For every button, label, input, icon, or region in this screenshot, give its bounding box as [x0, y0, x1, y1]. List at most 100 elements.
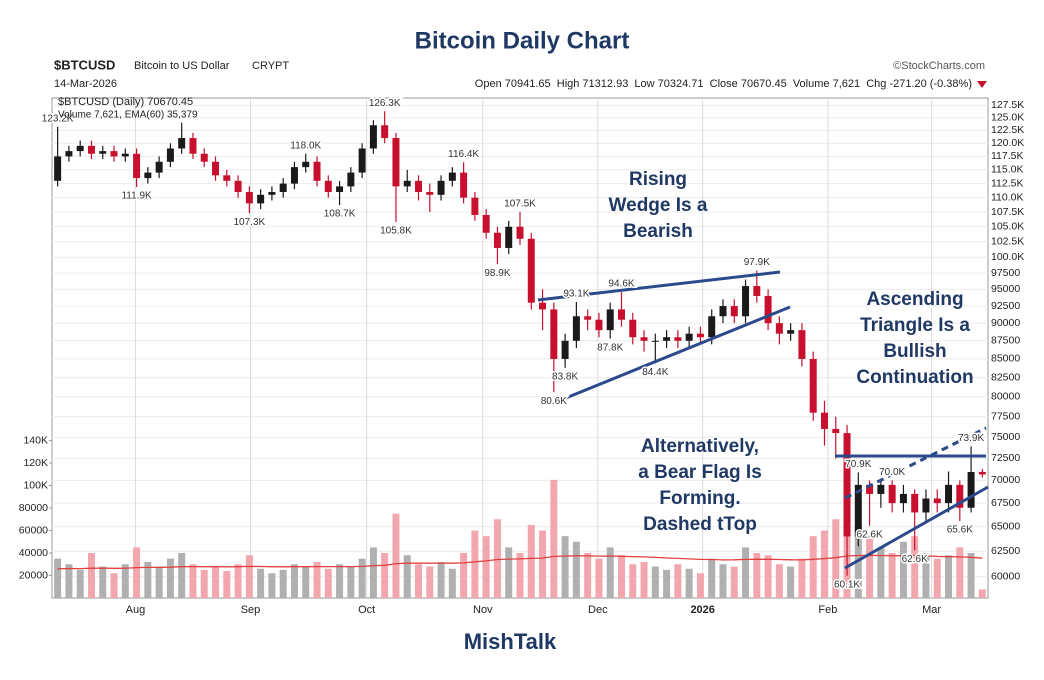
candle-body: [65, 151, 73, 157]
y-tick-label: 115.0K: [991, 164, 1024, 176]
volume-bar: [516, 553, 524, 598]
volume-bar: [674, 564, 682, 598]
y-tick-label: 77500: [991, 410, 1020, 422]
x-tick-label: Feb: [818, 604, 837, 616]
volume-bar: [663, 569, 671, 598]
volume-bar: [933, 558, 941, 598]
candle-body: [617, 309, 625, 320]
y-tick-label: 120.0K: [991, 137, 1024, 149]
low-label: 65.6K: [947, 525, 973, 536]
volume-bar: [561, 536, 569, 598]
volume-tick-label: 80000: [19, 502, 48, 514]
chart-title: Bitcoin Daily Chart: [415, 27, 630, 54]
candle-body: [290, 167, 298, 184]
volume-bar: [121, 564, 129, 598]
volume-bar: [820, 530, 828, 598]
candle-body: [911, 493, 919, 513]
candle-body: [268, 192, 276, 195]
y-tick-label: 110.0K: [991, 191, 1024, 203]
symbol-name: Bitcoin to US Dollar: [134, 60, 230, 72]
volume-bar: [595, 558, 603, 598]
high-label: 93.1K: [563, 289, 589, 300]
low-label: 80.6K: [541, 396, 567, 407]
high-label: 126.3K: [369, 98, 401, 109]
volume-bar: [144, 562, 152, 598]
y-tick-label: 90000: [991, 317, 1020, 329]
candle-body: [76, 145, 84, 152]
x-tick-label: Nov: [473, 604, 493, 616]
volume-bar: [956, 547, 964, 598]
volume-tick-label: 20000: [19, 569, 48, 581]
volume-bar: [257, 568, 265, 598]
x-tick-label: Mar: [922, 604, 941, 616]
candle-body: [539, 302, 547, 310]
volume-bar: [832, 519, 840, 598]
volume-bar: [764, 555, 772, 598]
candle-body: [629, 319, 637, 338]
candle-body: [234, 180, 242, 193]
candle-body: [899, 493, 907, 504]
candle-body: [978, 472, 986, 475]
volume-tick-label: 120K: [23, 457, 48, 469]
volume-bar: [358, 558, 366, 598]
low-label: 83.8K: [552, 371, 578, 382]
volume-bar: [550, 479, 558, 598]
candle-body: [922, 498, 930, 513]
volume-bar: [324, 568, 332, 598]
x-tick-label: Sep: [241, 604, 261, 616]
volume-bar: [696, 573, 704, 598]
candle-body: [775, 323, 783, 334]
volume-bar: [911, 536, 919, 598]
volume-bar: [493, 519, 501, 598]
annotation-line: Dashed tTop: [643, 514, 757, 535]
volume-bar: [290, 564, 298, 598]
volume-bar: [448, 568, 456, 598]
volume-bar: [381, 553, 389, 598]
trend-lines: [537, 270, 989, 570]
candle-body: [279, 183, 287, 193]
volume-bar: [617, 555, 625, 598]
y-tick-label: 65000: [991, 521, 1020, 533]
annotation-line: Forming.: [659, 488, 740, 509]
volume-bar: [302, 566, 310, 598]
candle-body: [832, 428, 840, 434]
annotation-line: Continuation: [856, 367, 973, 388]
volume-bar: [313, 562, 321, 598]
volume-bar: [155, 566, 163, 598]
volume-bar: [719, 564, 727, 598]
candle-body: [257, 194, 265, 204]
candle-body: [798, 330, 806, 359]
candle-body: [640, 337, 648, 341]
volume-bar: [76, 569, 84, 598]
candle-body: [144, 172, 152, 179]
symbol: $BTCUSD: [54, 57, 115, 72]
y-tick-label: 100.0K: [991, 251, 1024, 263]
candle-body: [730, 306, 738, 317]
candle-body: [200, 153, 208, 162]
wedge-bottom: [555, 305, 791, 404]
annotation-line: Triangle Is a: [860, 315, 970, 336]
candle-body: [302, 161, 310, 168]
x-tick-label: Oct: [358, 604, 375, 616]
volume-bar: [245, 555, 253, 598]
candle-body: [663, 337, 671, 341]
volume-bar: [460, 553, 468, 598]
high-label: 123.2K: [42, 113, 74, 124]
annotation-line: Wedge Is a: [609, 195, 708, 216]
low-label: 60.1K: [834, 579, 860, 590]
volume-bar: [742, 547, 750, 598]
candle-body: [166, 148, 174, 162]
low-label: 62.6K: [902, 554, 928, 565]
candle-body: [561, 340, 569, 359]
volume-bar: [527, 524, 535, 598]
volume-tick-label: 100K: [23, 479, 48, 491]
price-labels: 123.2K 111.9K 107.3K 118.0K 108.7K 126.3K 105.…: [40, 96, 986, 592]
candle-body: [866, 484, 874, 494]
volume-bar: [685, 568, 693, 598]
high-label: 116.4K: [448, 149, 479, 160]
volume-bar: [223, 571, 231, 598]
high-label: 70.9K: [845, 459, 871, 470]
volume-bar: [730, 566, 738, 598]
high-label: 94.6K: [608, 279, 634, 290]
